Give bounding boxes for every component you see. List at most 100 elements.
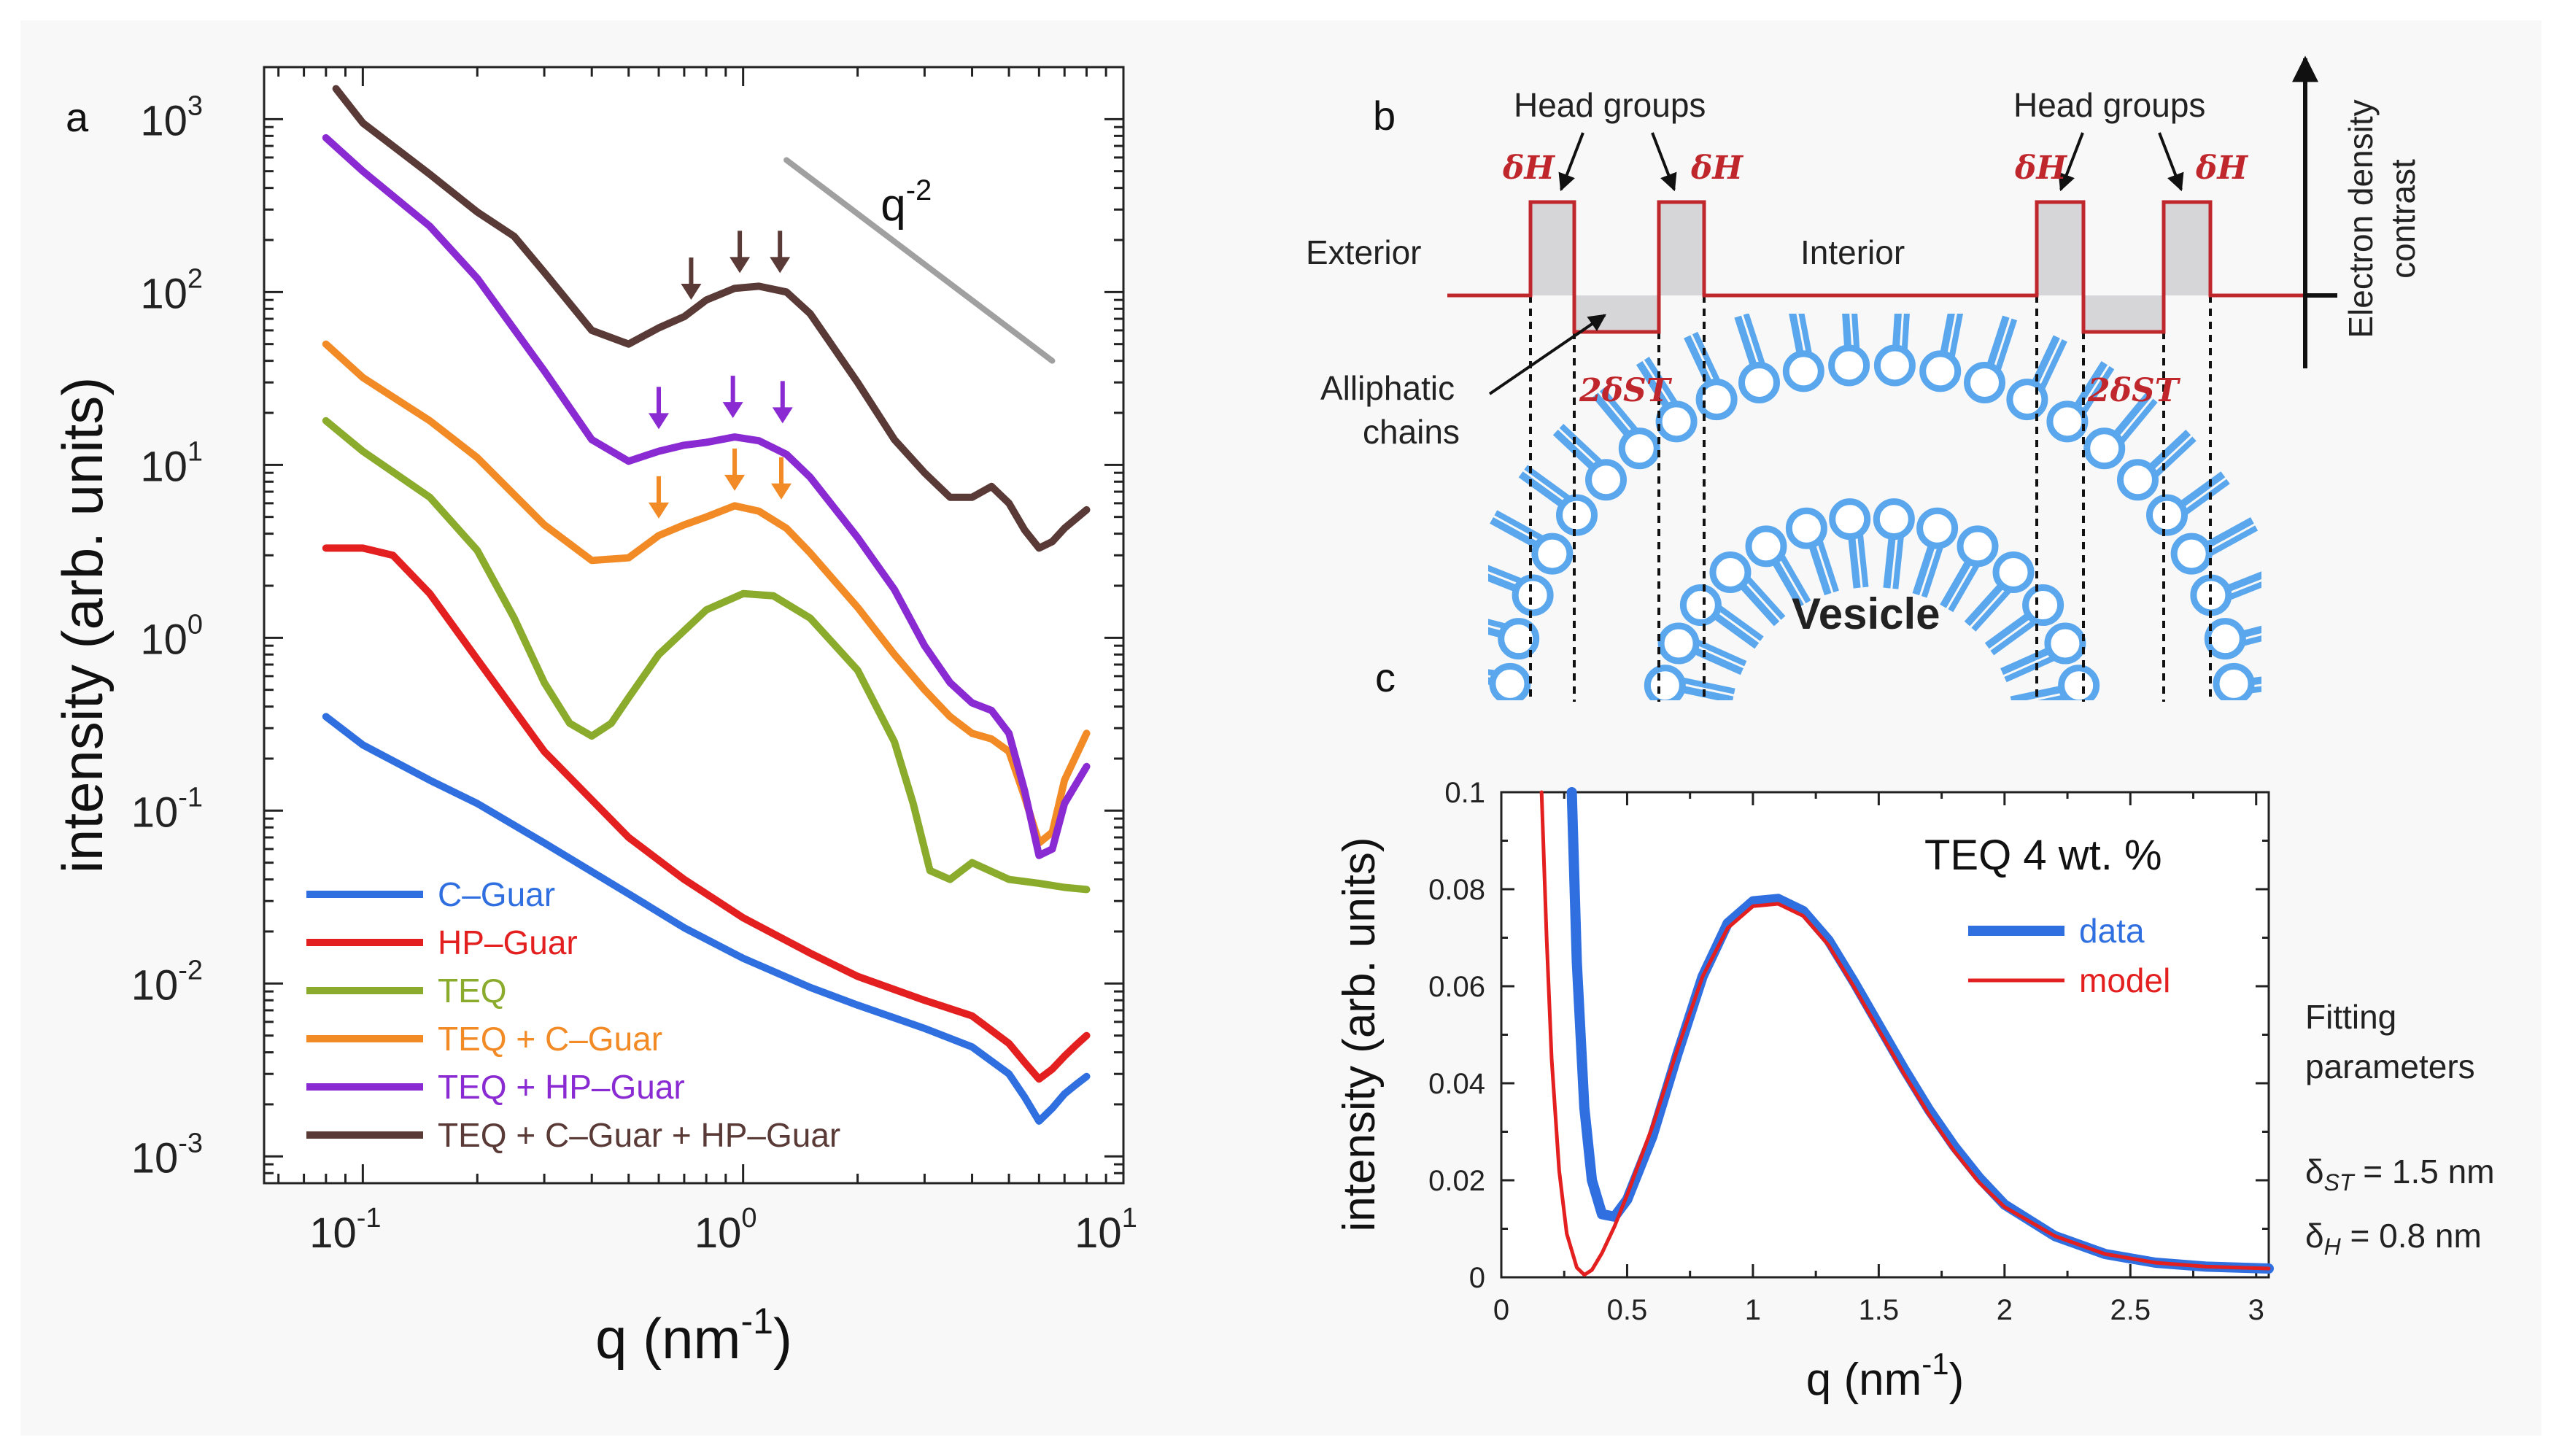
x-tick-label: 2.5 (2110, 1294, 2151, 1326)
y-tick-label: 10-1 (131, 782, 203, 836)
series-line-teq (322, 417, 1091, 894)
plot-a-series (322, 85, 1091, 1125)
plot-a-xlabel: q (nm-1) (595, 1301, 792, 1371)
lipid-head (1489, 662, 1531, 700)
plot-a-ticks (264, 66, 1125, 1185)
y-tick-label: 100 (140, 609, 203, 663)
lipid-head (1919, 350, 1962, 392)
lipid-head (2190, 574, 2232, 616)
vesicle-illustration (1488, 314, 2261, 747)
density-axis-label-2: contrast (2384, 159, 2422, 279)
x-tick-label: 3 (2248, 1294, 2264, 1326)
x-tick-label: 1 (1745, 1294, 1761, 1326)
panel-c-chart: c 0 0.5 1 1.5 2 2.5 3 0 0.02 0.04 0.06 0.08 0.1 TEQ … (1334, 654, 2274, 1405)
legend-label: data (2079, 912, 2145, 950)
delta-st-label-2: 2δST (2087, 372, 2181, 409)
plot-c-tick-labels: 0 0.5 1 1.5 2 2.5 3 0 0.02 0.04 0.06 0.08 0.1 (1428, 777, 2264, 1326)
panel-a-chart: a 10-1 100 101 103 102 101 100 10-1 10-2 10-3 q-2… (50, 66, 1137, 1371)
lipid-head (1829, 498, 1871, 541)
peak-arrow-head (649, 413, 670, 430)
plot-a-ylabel: intensity (arb. units) (50, 377, 115, 874)
legend-label: TEQ + C–Guar (438, 1020, 662, 1058)
head-groups-label-left: Head groups (1514, 86, 1706, 124)
lipid-head (1957, 525, 1999, 568)
fitting-parameters: Fitting parameters δST = 1.5 nm δH = 0.8… (2305, 998, 2495, 1260)
peak-arrow-head (729, 257, 751, 274)
plot-c-legend: data model (1968, 912, 2170, 999)
y-tick-label: 10-2 (131, 955, 203, 1009)
plot-c-series (1539, 787, 2274, 1277)
lipid-head (1490, 712, 1525, 747)
x-tick-label: 0 (1493, 1294, 1509, 1326)
legend-label: HP–Guar (438, 923, 578, 961)
density-axis-label-1: Electron density (2342, 99, 2380, 338)
lipid-head (1785, 507, 1827, 549)
aliphatic-label-2: chains (1363, 413, 1460, 451)
delta-st-label-1: 2δST (1579, 372, 1673, 409)
q-2-slope-line (783, 157, 1056, 364)
lipid-head (1512, 574, 1554, 616)
plot-c-ticks (1500, 791, 2269, 1279)
lipid-head (1618, 427, 1660, 470)
lipid-head (1916, 507, 1959, 549)
interior-label: Interior (1800, 233, 1905, 271)
peak-arrow-head (649, 502, 670, 519)
lipid-head (2213, 662, 2255, 700)
exterior-label: Exterior (1306, 233, 1421, 271)
fitting-delta-st: δST = 1.5 nm (2305, 1153, 2495, 1196)
series-line-hp-guar (322, 544, 1091, 1083)
panel-letter-c: c (1375, 654, 1396, 700)
plot-a-peak-arrows (649, 231, 793, 519)
density-profile-fill (1530, 202, 2210, 332)
fitting-title-2: parameters (2305, 1048, 2475, 1085)
peak-arrow-head (722, 402, 743, 419)
series-line-teq-c-hp (332, 85, 1091, 552)
y-tick-label: 0.08 (1428, 874, 1485, 906)
peak-arrow-head (681, 284, 702, 301)
lipid-head (2219, 712, 2254, 747)
fitting-delta-h: δH = 0.8 nm (2305, 1217, 2482, 1260)
lipid-head (1531, 533, 1574, 575)
lipid-head (2116, 459, 2159, 501)
lipid-head (2146, 494, 2188, 536)
lipid-head (2204, 618, 2246, 660)
y-tick-label: 0.04 (1428, 1068, 1485, 1100)
delta-h-label-2: δH (1690, 150, 1744, 187)
peak-arrow-head (724, 474, 746, 491)
lipid-head (1738, 361, 1780, 403)
plot-a-tick-labels: 10-1 100 101 103 102 101 100 10-1 10-2 10-3 (131, 90, 1137, 1257)
delta-h-label-3: δH (2014, 150, 2067, 187)
x-tick-label: 2 (1997, 1294, 2013, 1326)
vesicle-label: Vesicle (1792, 589, 1940, 638)
lipid-head (1655, 400, 1698, 443)
y-tick-label: 101 (140, 436, 203, 490)
y-tick-label: 0.06 (1428, 971, 1485, 1003)
x-tick-label: 10-1 (309, 1203, 381, 1257)
peak-arrow-head (771, 483, 792, 500)
y-tick-label: 10-3 (131, 1128, 203, 1182)
lipid-head (1643, 712, 1678, 747)
x-tick-label: 1.5 (1859, 1294, 1900, 1326)
y-tick-label: 0.02 (1428, 1165, 1485, 1197)
lipid-head (1695, 379, 1738, 421)
legend-label: model (2079, 961, 2170, 999)
y-tick-label: 102 (140, 263, 203, 317)
series-line-model (1539, 790, 2271, 1277)
lipid-head (2044, 622, 2086, 665)
lipid-head (2083, 427, 2126, 470)
y-tick-label: 0.1 (1444, 777, 1485, 809)
lipid-head (2066, 712, 2101, 747)
series-line-teq-hp-guar (322, 133, 1091, 859)
head-groups-label-right: Head groups (2013, 86, 2205, 124)
aliphatic-label-1: Alliphatic (1320, 369, 1455, 407)
legend-label: TEQ + HP–Guar (438, 1068, 685, 1106)
legend-label: TEQ + C–Guar + HP–Guar (438, 1116, 840, 1154)
aliphatic-pointer (1488, 314, 1606, 395)
lipid-head (2006, 379, 2048, 421)
legend-label: TEQ (438, 972, 507, 1010)
lipid-head (1782, 350, 1824, 392)
peak-arrow-head (770, 257, 791, 274)
x-tick-label: 100 (694, 1203, 757, 1257)
head-group-pointers (1558, 132, 2184, 192)
